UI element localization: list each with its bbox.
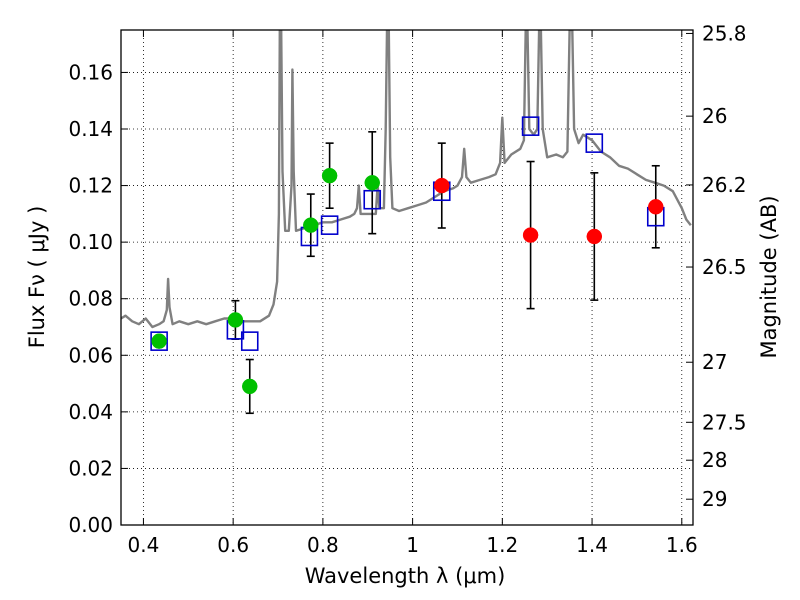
mag-tick-label: 29	[702, 487, 727, 511]
x-tick-label: 0.4	[128, 533, 160, 557]
axes-layer	[120, 29, 694, 526]
x-tick-label: 1.4	[576, 533, 608, 557]
observed-point	[242, 378, 258, 395]
mag-tick-label: 26.5	[702, 255, 747, 279]
spectrum-line	[121, 30, 692, 329]
mag-tick-label: 26.2	[702, 173, 747, 197]
tick-layer: 0.4 0.6 0.8 1 1.2 1.4 1.6 0.00 0.02 0.04 0.06 0.08 0…	[68, 21, 746, 557]
y-tick-label: 0.16	[68, 60, 113, 84]
observed-point	[227, 312, 244, 328]
y2-axis-label: Magnitude (AB)	[757, 195, 781, 358]
grid	[121, 30, 693, 526]
plot-frame	[120, 29, 694, 526]
y-tick-label: 0.08	[68, 287, 113, 311]
y-tick-label: 0.14	[68, 117, 113, 141]
mag-tick-label: 28	[702, 448, 727, 472]
errorbar-layer	[231, 131, 660, 415]
x-tick-label: 1	[406, 533, 419, 557]
spectrum-layer	[121, 30, 692, 329]
model-square	[320, 215, 339, 235]
mag-tick-label: 27	[702, 350, 727, 374]
x-tick-label: 1.6	[666, 533, 698, 557]
mag-tick-label: 27.5	[702, 410, 747, 434]
model-square	[363, 189, 382, 210]
model-square	[240, 331, 259, 351]
model-square	[585, 133, 604, 153]
mag-tick-label: 25.8	[702, 21, 747, 45]
y-tick-label: 0.12	[68, 174, 113, 198]
x-tick-label: 0.6	[217, 533, 249, 557]
observed-point	[303, 217, 319, 233]
y-tick-label: 0.02	[68, 456, 113, 480]
observed-point	[364, 174, 380, 191]
x-tick-label: 1.2	[486, 533, 518, 557]
x-axis-label: Wavelength λ (μm)	[305, 564, 506, 588]
model-square	[150, 331, 168, 351]
observed-point	[586, 228, 603, 245]
y-tick-label: 0.10	[68, 230, 113, 254]
observed-point	[434, 177, 450, 194]
y-tick-label: 0.00	[68, 513, 113, 537]
observed-point	[151, 333, 167, 349]
x-tick-label: 0.8	[307, 533, 339, 557]
y-tick-label: 0.04	[68, 400, 113, 424]
model-square	[521, 116, 540, 136]
y-axis-label: Flux Fν ( μJy )	[25, 206, 49, 349]
observed-point	[648, 199, 664, 215]
marker-layer	[150, 116, 665, 395]
y-tick-label: 0.06	[68, 343, 113, 367]
observed-point	[321, 167, 338, 184]
observed-point	[522, 227, 539, 243]
mag-tick-label: 26	[702, 104, 727, 128]
